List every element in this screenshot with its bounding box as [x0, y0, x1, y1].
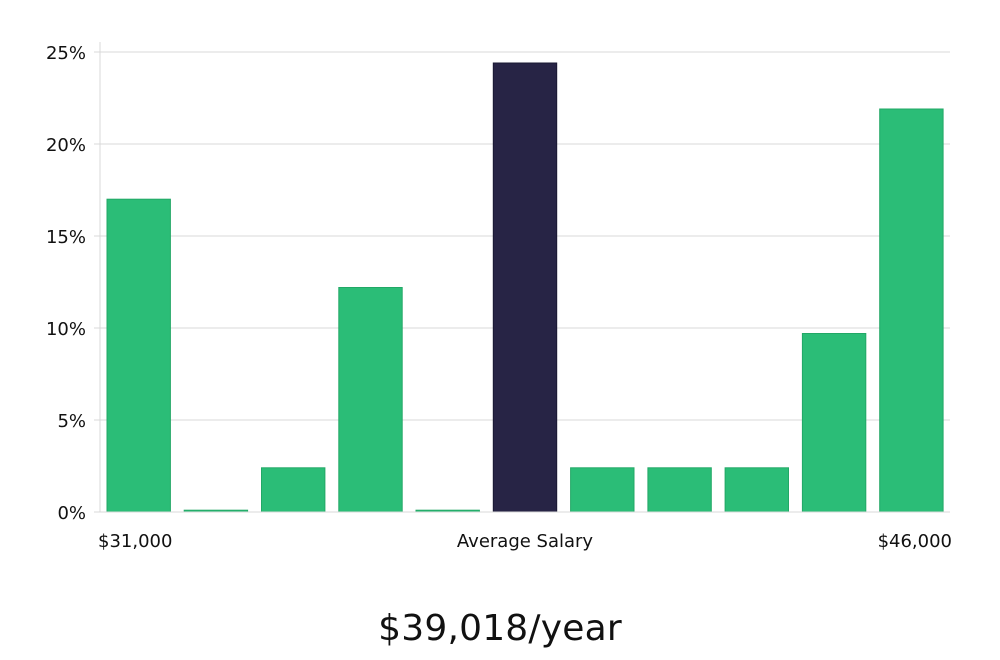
average-salary-value: $39,018/year — [378, 608, 622, 649]
bar-average — [492, 62, 558, 513]
bar — [801, 333, 867, 513]
bar — [724, 467, 789, 513]
bar — [647, 467, 712, 513]
y-tick-label: 0% — [57, 503, 86, 524]
x-label-max: $46,000 — [878, 531, 952, 552]
x-label-center: Average Salary — [457, 531, 594, 552]
bar — [106, 198, 171, 513]
axes — [94, 42, 950, 513]
y-tick-label: 5% — [57, 411, 86, 432]
bars — [106, 62, 944, 513]
bar — [570, 467, 635, 513]
x-label-min: $31,000 — [98, 531, 172, 552]
y-tick-label: 25% — [46, 43, 86, 64]
y-tick-label: 20% — [46, 135, 86, 156]
y-tick-label: 15% — [46, 227, 86, 248]
bar — [338, 287, 403, 513]
y-tick-labels: 0% 5% 10% 15% 20% 25% — [46, 43, 86, 524]
bar — [879, 108, 944, 513]
y-tick-label: 10% — [46, 319, 86, 340]
bar — [261, 467, 326, 513]
